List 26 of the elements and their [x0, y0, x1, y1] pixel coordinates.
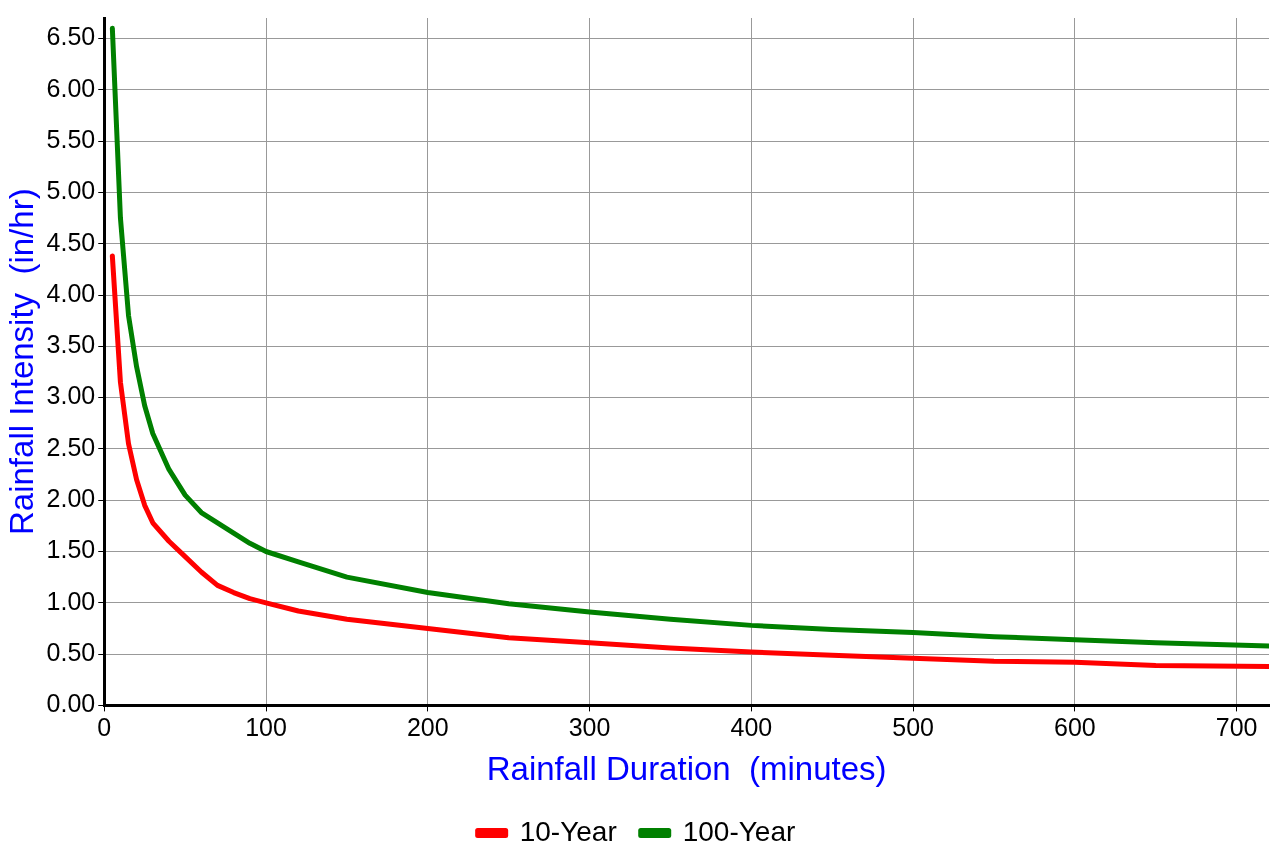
y-tick-label: 0.00 — [46, 689, 96, 718]
y-tick-label: 3.00 — [46, 381, 96, 410]
x-tick-label: 0 — [97, 713, 112, 742]
y-axis-title: Rainfall Intensity (in/hr) — [2, 188, 40, 536]
y-tick-label: 4.50 — [46, 227, 96, 256]
x-axis-title: Rainfall Duration (minutes) — [486, 750, 887, 788]
y-tick-label: 2.00 — [46, 484, 96, 513]
x-tick-label: 200 — [406, 713, 449, 742]
y-tick-label: 2.50 — [46, 432, 96, 461]
x-tick-label: 700 — [1215, 713, 1258, 742]
x-tick-label: 300 — [568, 713, 611, 742]
y-tick-label: 6.50 — [46, 22, 96, 51]
x-tick-label: 400 — [730, 713, 773, 742]
y-tick-label: 6.00 — [46, 73, 96, 102]
x-tick-label: 500 — [892, 713, 934, 742]
y-tick-label: 1.50 — [46, 535, 96, 564]
y-tick-label: 3.50 — [46, 330, 96, 359]
x-tick-label: 100 — [245, 713, 287, 742]
y-tick-label: 5.00 — [46, 176, 96, 205]
y-tick-label: 4.00 — [46, 278, 96, 307]
y-tick-label: 1.00 — [46, 586, 96, 615]
legend-label: 100-Year — [682, 815, 796, 847]
x-tick-label: 600 — [1054, 713, 1096, 742]
legend-label: 10-Year — [519, 815, 617, 847]
y-tick-label: 5.50 — [46, 125, 96, 154]
y-tick-label: 0.50 — [46, 637, 96, 666]
